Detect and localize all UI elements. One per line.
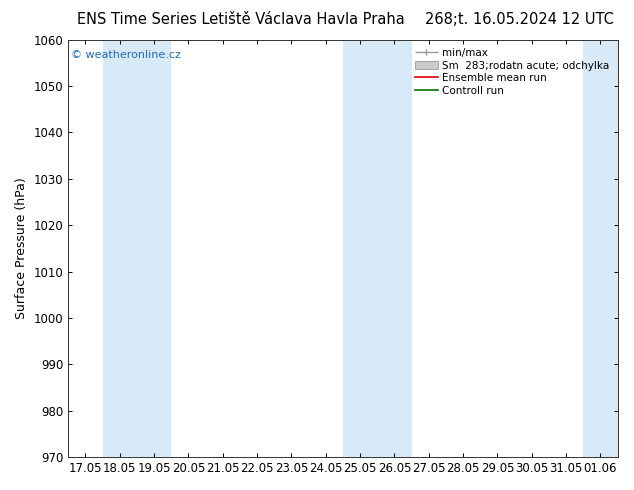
Bar <box>583 40 618 457</box>
Text: ENS Time Series Letiště Václava Havla Praha: ENS Time Series Letiště Václava Havla Pr… <box>77 12 404 27</box>
Text: 268;t. 16.05.2024 12 UTC: 268;t. 16.05.2024 12 UTC <box>425 12 614 27</box>
Text: © weatheronline.cz: © weatheronline.cz <box>71 50 181 60</box>
Legend: min/max, Sm  283;rodatn acute; odchylka, Ensemble mean run, Controll run: min/max, Sm 283;rodatn acute; odchylka, … <box>412 45 612 99</box>
Bar <box>343 40 411 457</box>
Bar <box>103 40 171 457</box>
Y-axis label: Surface Pressure (hPa): Surface Pressure (hPa) <box>15 177 28 319</box>
